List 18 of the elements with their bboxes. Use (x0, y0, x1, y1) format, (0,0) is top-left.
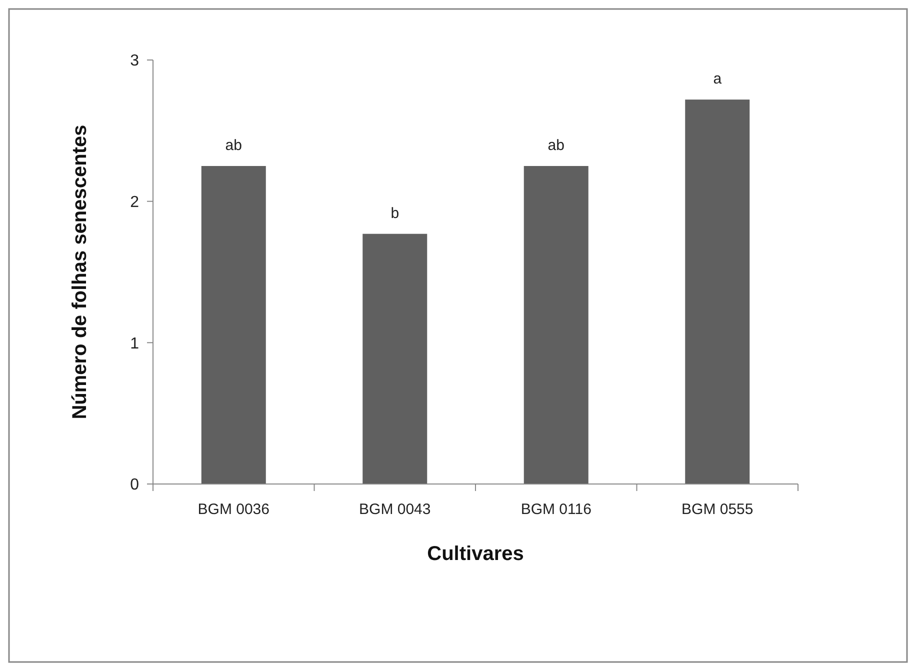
y-tick-label: 3 (130, 52, 140, 70)
bar (201, 166, 266, 484)
bar (685, 100, 750, 484)
annotation: b (390, 204, 400, 222)
y-tick-label: 2 (130, 194, 140, 211)
bar (362, 234, 428, 484)
y-tick-label: 0 (130, 476, 140, 494)
bar (524, 166, 588, 484)
annotation: ab (548, 137, 564, 154)
x-tick-label: BGM 0555 (682, 501, 754, 518)
x-tick-label: BGM 0036 (198, 501, 270, 518)
x-tick-label: BGM 0116 (520, 501, 592, 518)
annotation: ab (225, 137, 242, 154)
y-tick-label: 1 (130, 335, 140, 352)
x-tick-label: BGM 0043 (359, 501, 431, 518)
x-axis-title: Cultivares (427, 543, 524, 565)
y-axis-title: Número de folhas senescentes (69, 124, 91, 420)
annotation: a (713, 70, 722, 88)
